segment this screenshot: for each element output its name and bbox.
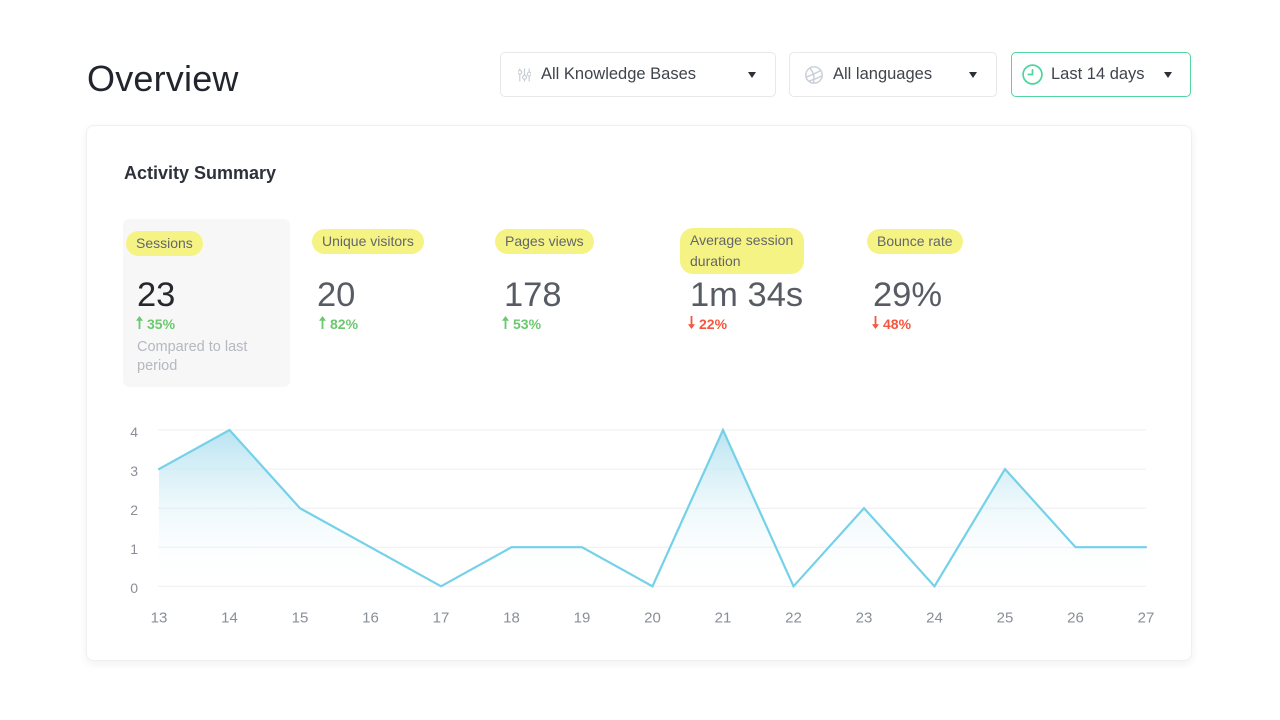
svg-text:23: 23 — [856, 610, 873, 627]
svg-text:2: 2 — [130, 502, 138, 518]
svg-text:20: 20 — [644, 610, 661, 627]
svg-text:17: 17 — [433, 610, 450, 627]
svg-text:24: 24 — [926, 610, 943, 627]
svg-text:26: 26 — [1067, 610, 1084, 627]
svg-text:13: 13 — [151, 610, 168, 627]
svg-text:27: 27 — [1138, 610, 1155, 627]
svg-text:14: 14 — [221, 610, 238, 627]
svg-text:4: 4 — [130, 424, 138, 440]
svg-text:19: 19 — [574, 610, 591, 627]
svg-text:21: 21 — [715, 610, 732, 627]
svg-text:25: 25 — [997, 610, 1014, 627]
svg-text:18: 18 — [503, 610, 520, 627]
svg-text:15: 15 — [292, 610, 309, 627]
svg-text:1: 1 — [130, 541, 138, 557]
svg-text:22: 22 — [785, 610, 802, 627]
svg-text:3: 3 — [130, 463, 138, 479]
svg-text:16: 16 — [362, 610, 379, 627]
svg-text:0: 0 — [130, 580, 138, 596]
